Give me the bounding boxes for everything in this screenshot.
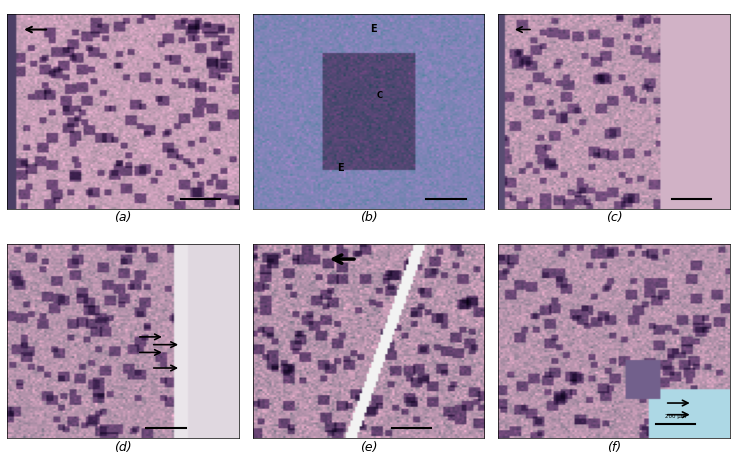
Text: E: E (370, 24, 377, 34)
Text: 200 μm: 200 μm (665, 414, 686, 418)
Text: E: E (338, 164, 344, 173)
X-axis label: (a): (a) (114, 211, 132, 224)
X-axis label: (f): (f) (607, 441, 621, 454)
X-axis label: (d): (d) (114, 441, 132, 454)
X-axis label: (e): (e) (360, 441, 377, 454)
Text: C: C (377, 91, 383, 100)
X-axis label: (b): (b) (360, 211, 377, 224)
X-axis label: (c): (c) (606, 211, 622, 224)
